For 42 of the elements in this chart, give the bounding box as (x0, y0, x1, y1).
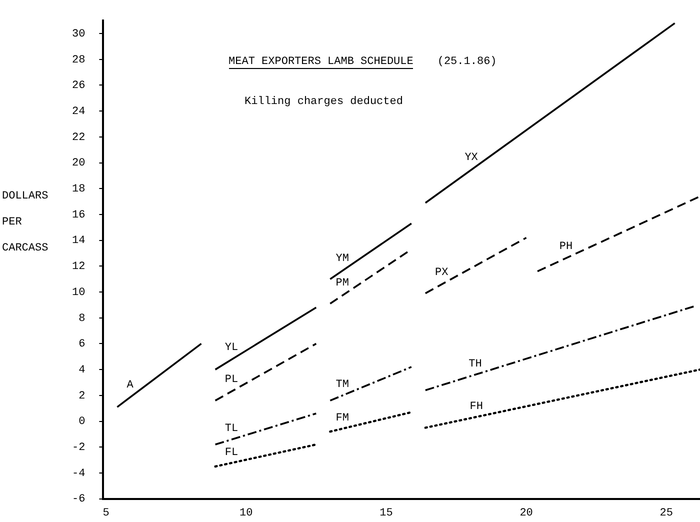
series-label: PL (224, 374, 238, 386)
x-tick-label: 25 (660, 507, 673, 520)
x-tick-label: 15 (380, 507, 393, 520)
x-tick-label: 20 (520, 507, 533, 520)
series-label: TM (336, 378, 350, 391)
series-label: FM (336, 412, 350, 425)
series-label: TL (224, 423, 238, 436)
x-tick-label: 5 (102, 507, 110, 520)
series-label: A (126, 379, 134, 392)
y-tick-label: 16 (72, 209, 86, 222)
y-tick-label: 24 (72, 106, 86, 118)
x-tick-label: 10 (239, 507, 253, 520)
series-label: PH (559, 241, 573, 254)
y-tick-label: 4 (78, 364, 86, 376)
y-tick-label: -4 (72, 468, 86, 480)
series-label: TH (468, 358, 482, 370)
series-label: PX (434, 267, 449, 280)
y-tick-label: 26 (72, 80, 86, 92)
y-tick-label: -6 (72, 494, 86, 506)
y-tick-label: 18 (72, 184, 86, 196)
series-label: YL (224, 342, 238, 354)
y-tick-label: 8 (78, 312, 86, 325)
text: MEAT EXPORTERS LAMB SCHEDULE (228, 56, 414, 68)
y-tick-label: 28 (72, 54, 86, 66)
text: Killing charges deducted (244, 96, 403, 108)
y-tick-label: 20 (72, 158, 86, 170)
series-label: FH (470, 400, 483, 413)
annotation: (25.1.86) (437, 56, 497, 68)
series-label: PM (336, 278, 350, 290)
y-tick-label: 30 (72, 28, 86, 40)
y-tick-label: 6 (78, 338, 86, 351)
y-tick-label: 2 (78, 390, 86, 402)
series-label: YM (336, 252, 350, 265)
y-tick-label: 0 (78, 416, 86, 428)
y-tick-label: -2 (72, 442, 86, 454)
y-tick-label: 10 (72, 286, 86, 299)
y-tick-label: 12 (72, 261, 86, 274)
y-tick-label: 14 (72, 235, 86, 248)
y-tick-label: 22 (72, 132, 86, 144)
series-label: FL (224, 447, 238, 459)
text: DOLLARS PER CARCASS (2, 190, 48, 254)
series-label: YX (464, 152, 478, 164)
